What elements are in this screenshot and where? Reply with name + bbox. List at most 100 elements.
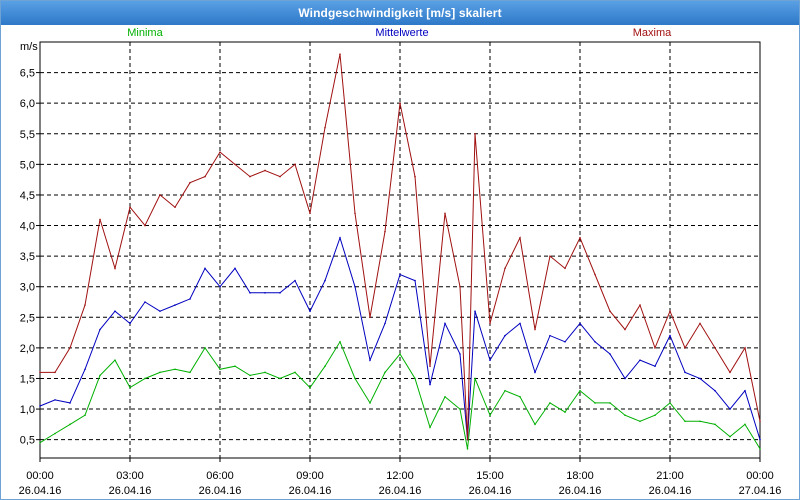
data-point-maxima (249, 175, 251, 178)
data-point-mittelwerte (129, 322, 131, 325)
data-point-mittelwerte (759, 438, 761, 441)
legend-item-maxima: Maxima (633, 27, 672, 39)
data-point-minima (699, 420, 701, 423)
tick-labels: 6,5 6,0 5,5 5,0 4,5 4,0 3,5 3,0 2,5 2,0 1,5 1,0 0,5 m… (19, 41, 782, 497)
data-point-maxima (504, 267, 506, 270)
data-point-maxima (759, 420, 761, 423)
y-tick-label: 4,0 (20, 221, 35, 233)
data-point-minima (534, 423, 536, 426)
legend: Minima Mittelwerte Maxima (127, 27, 672, 39)
data-point-mittelwerte (744, 389, 746, 392)
data-point-minima (189, 371, 191, 374)
data-point-mittelwerte (519, 322, 521, 325)
data-point-mittelwerte (669, 334, 671, 337)
data-point-minima (384, 371, 386, 374)
x-tick-date: 26.04.16 (19, 485, 62, 497)
data-point-minima (234, 365, 236, 368)
x-tick-time: 09:00 (296, 470, 324, 482)
data-point-minima (369, 402, 371, 404)
data-point-mittelwerte (654, 365, 656, 368)
data-point-minima (504, 389, 506, 392)
y-tick-label: 6,5 (20, 68, 35, 80)
data-point-mittelwerte (369, 359, 371, 361)
data-point-minima (339, 340, 341, 343)
data-point-minima (84, 414, 86, 416)
data-point-mittelwerte (414, 279, 416, 282)
data-point-minima (729, 435, 731, 438)
data-point-maxima (84, 304, 86, 306)
x-tick-date: 26.04.16 (649, 485, 692, 497)
data-point-mittelwerte (714, 389, 716, 392)
data-point-minima (429, 426, 431, 429)
data-point-mittelwerte (84, 368, 86, 371)
x-tick-time: 18:00 (566, 470, 594, 482)
data-point-minima (459, 408, 461, 410)
x-tick-time: 00:00 (746, 470, 774, 482)
x-tick-date: 26.04.16 (289, 485, 332, 497)
legend-item-mittelwerte: Mittelwerte (375, 27, 428, 39)
x-tick-time: 00:00 (26, 470, 54, 482)
legend-item-minima: Minima (127, 27, 163, 39)
data-point-minima (579, 389, 581, 392)
data-point-minima (759, 448, 761, 450)
data-point-mittelwerte (339, 236, 341, 239)
x-tick-date: 26.04.16 (559, 485, 602, 497)
data-point-maxima (474, 132, 476, 135)
x-tick-date: 26.04.16 (469, 485, 512, 497)
data-point-mittelwerte (279, 292, 281, 294)
data-point-mittelwerte (69, 402, 71, 404)
data-point-maxima (219, 151, 221, 153)
window-title: Windgeschwindigkeit [m/s] skaliert (1, 1, 799, 25)
data-point-mittelwerte (639, 359, 641, 361)
data-point-mittelwerte (144, 301, 146, 303)
data-point-maxima (354, 212, 356, 215)
data-point-minima (474, 377, 476, 380)
data-point-minima (609, 402, 611, 404)
data-point-mittelwerte (549, 334, 551, 337)
data-point-maxima (744, 347, 746, 349)
data-point-minima (294, 371, 296, 374)
series-lines (39, 53, 761, 450)
data-point-maxima (519, 236, 521, 239)
x-tick-date: 26.04.16 (379, 485, 422, 497)
y-tick-label: 2,0 (20, 343, 35, 355)
plot-frame (39, 41, 761, 459)
data-point-maxima (594, 273, 596, 276)
data-point-mittelwerte (39, 405, 41, 407)
data-point-maxima (129, 206, 131, 208)
data-point-maxima (414, 175, 416, 178)
data-point-mittelwerte (429, 383, 431, 386)
data-point-minima (684, 420, 686, 423)
data-point-maxima (444, 212, 446, 215)
data-point-minima (414, 377, 416, 380)
data-point-maxima (309, 212, 311, 215)
data-point-mittelwerte (264, 292, 266, 294)
data-point-maxima (669, 310, 671, 312)
data-point-minima (144, 377, 146, 380)
data-point-maxima (279, 175, 281, 178)
x-tick-date: 26.04.16 (199, 485, 242, 497)
data-point-maxima (294, 163, 296, 166)
data-point-minima (714, 423, 716, 426)
data-point-minima (639, 420, 641, 423)
data-point-minima (279, 377, 281, 380)
data-point-mittelwerte (684, 371, 686, 374)
data-point-mittelwerte (699, 377, 701, 380)
data-point-minima (624, 414, 626, 416)
data-point-minima (249, 374, 251, 377)
data-point-minima (519, 396, 521, 398)
data-point-minima (69, 423, 71, 426)
data-point-maxima (99, 218, 101, 221)
y-tick-label: 6,0 (20, 98, 35, 110)
y-tick-label: 5,0 (20, 159, 35, 171)
data-point-maxima (466, 438, 469, 441)
data-point-maxima (459, 285, 461, 288)
data-point-mittelwerte (189, 298, 191, 300)
y-tick-label: 4,5 (20, 190, 35, 202)
data-point-maxima (489, 322, 491, 325)
x-tick-time: 03:00 (116, 470, 144, 482)
series-line-maxima (40, 54, 761, 440)
data-point-minima (204, 347, 206, 349)
series-line-mittelwerte (39, 236, 761, 440)
